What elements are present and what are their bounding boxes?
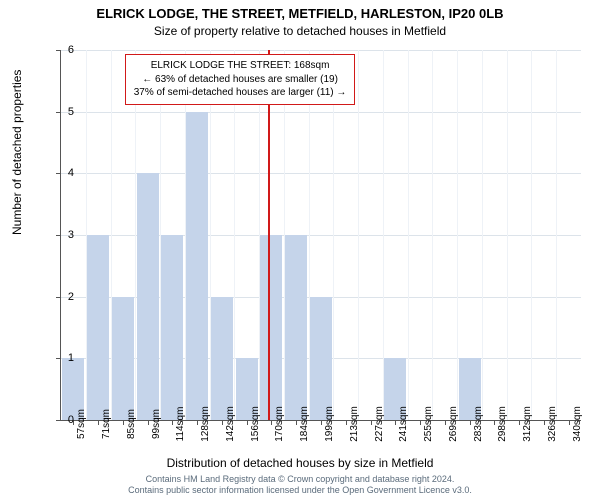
info-line-2: ← 63% of detached houses are smaller (19… [142, 74, 338, 85]
x-tick-label: 213sqm [349, 406, 360, 442]
bar [87, 235, 109, 420]
bar [161, 235, 183, 420]
x-tick-label: 170sqm [274, 406, 285, 442]
gridline-v [408, 50, 409, 420]
y-tick-label: 0 [60, 414, 74, 426]
footer-line-2: Contains public sector information licen… [128, 485, 472, 495]
x-tick-label: 312sqm [522, 406, 533, 442]
x-tick-mark [470, 420, 471, 425]
gridline-v [482, 50, 483, 420]
x-tick-label: 71sqm [101, 409, 112, 439]
gridline-v [556, 50, 557, 420]
x-tick-mark [544, 420, 545, 425]
bar [285, 235, 307, 420]
x-tick-mark [321, 420, 322, 425]
plot-area: ELRICK LODGE THE STREET: 168sqm ← 63% of … [60, 50, 581, 421]
x-tick-label: 326sqm [547, 406, 558, 442]
x-tick-mark [247, 420, 248, 425]
x-tick-label: 57sqm [76, 409, 87, 439]
x-tick-label: 114sqm [175, 407, 186, 442]
x-tick-mark [445, 420, 446, 425]
footer-attribution: Contains HM Land Registry data © Crown c… [0, 474, 600, 497]
bar [137, 173, 159, 420]
y-tick-label: 3 [60, 229, 74, 241]
x-tick-label: 241sqm [398, 406, 409, 442]
x-tick-mark [222, 420, 223, 425]
x-tick-mark [569, 420, 570, 425]
x-tick-mark [420, 420, 421, 425]
x-tick-mark [271, 420, 272, 425]
bar [186, 112, 208, 420]
x-tick-label: 199sqm [324, 406, 335, 442]
x-tick-label: 227sqm [374, 406, 385, 442]
x-tick-label: 128sqm [200, 406, 211, 442]
x-tick-mark [98, 420, 99, 425]
x-tick-mark [346, 420, 347, 425]
x-tick-label: 255sqm [423, 406, 434, 442]
x-tick-mark [148, 420, 149, 425]
bar [211, 297, 233, 420]
info-line-3: 37% of semi-detached houses are larger (… [134, 87, 347, 98]
y-tick-label: 1 [60, 352, 74, 364]
x-tick-mark [172, 420, 173, 425]
y-tick-label: 4 [60, 167, 74, 179]
x-tick-label: 85sqm [126, 409, 137, 439]
x-tick-label: 142sqm [225, 406, 236, 442]
bar [310, 297, 332, 420]
y-tick-label: 6 [60, 44, 74, 56]
x-tick-mark [371, 420, 372, 425]
gridline-h [61, 112, 581, 113]
chart-subtitle: Size of property relative to detached ho… [0, 24, 600, 38]
gridline-v [358, 50, 359, 420]
x-tick-label: 184sqm [299, 406, 310, 442]
footer-line-1: Contains HM Land Registry data © Crown c… [146, 474, 455, 484]
gridline-v [531, 50, 532, 420]
x-tick-label: 99sqm [151, 409, 162, 439]
gridline-h [61, 50, 581, 51]
x-tick-label: 340sqm [572, 406, 583, 442]
x-tick-label: 283sqm [473, 406, 484, 442]
x-tick-mark [395, 420, 396, 425]
info-line-1: ELRICK LODGE THE STREET: 168sqm [151, 60, 330, 71]
y-tick-label: 2 [60, 291, 74, 303]
x-tick-mark [197, 420, 198, 425]
bar [112, 297, 134, 420]
gridline-v [507, 50, 508, 420]
x-tick-mark [494, 420, 495, 425]
reference-info-box: ELRICK LODGE THE STREET: 168sqm ← 63% of … [125, 54, 356, 105]
reference-line [268, 50, 270, 420]
x-tick-label: 298sqm [497, 406, 508, 442]
bar [260, 235, 282, 420]
x-tick-mark [519, 420, 520, 425]
gridline-v [333, 50, 334, 420]
gridline-v [432, 50, 433, 420]
y-tick-label: 5 [60, 106, 74, 118]
chart-title: ELRICK LODGE, THE STREET, METFIELD, HARL… [0, 6, 600, 21]
y-axis-title: Number of detached properties [10, 70, 24, 235]
x-tick-mark [123, 420, 124, 425]
x-tick-label: 269sqm [448, 406, 459, 442]
x-tick-label: 156sqm [250, 406, 261, 442]
x-tick-mark [296, 420, 297, 425]
x-axis-title: Distribution of detached houses by size … [0, 456, 600, 470]
